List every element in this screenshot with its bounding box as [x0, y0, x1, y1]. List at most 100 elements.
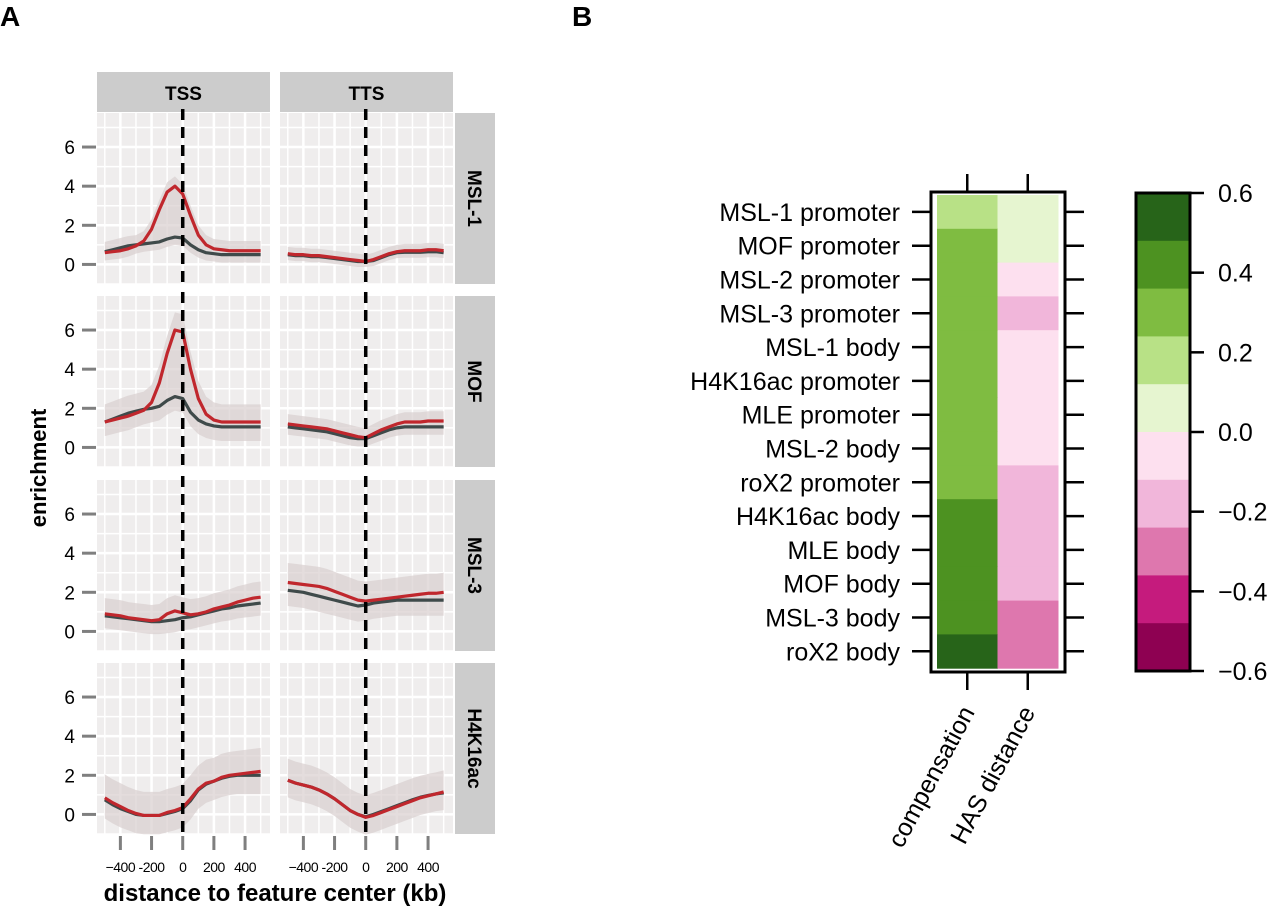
y-axis-title: enrichment	[26, 408, 51, 527]
facet-panel-msl-1-tts	[280, 109, 453, 288]
y-tick-label: 6	[64, 321, 75, 342]
facet-strip-tts	[280, 72, 453, 112]
heatmap-cell	[937, 431, 998, 466]
y-tick-label: 6	[64, 688, 75, 709]
colorbar-swatch	[1136, 336, 1190, 385]
facet-strip-mof	[455, 296, 495, 467]
row-label: MSL-2 body	[765, 436, 900, 464]
colorbar-swatch	[1136, 623, 1190, 672]
row-label: MOF body	[783, 571, 900, 599]
heatmap-cell	[997, 228, 1059, 264]
x-tick-label: 400	[234, 859, 257, 875]
x-tick-label: 0	[179, 859, 187, 875]
heatmap-cell	[997, 262, 1059, 297]
heatmap-cell	[997, 195, 1059, 230]
heatmap-cell	[997, 397, 1059, 433]
heatmap-cell	[937, 533, 998, 568]
heatmap-cell	[937, 465, 998, 500]
facet-panel-h4k16ac-tts	[280, 659, 453, 838]
row-label: MSL-2 promoter	[719, 267, 900, 295]
x-tick-label: 200	[203, 859, 226, 875]
facet-strip-msl-3	[455, 480, 495, 651]
colorbar-swatch	[1136, 527, 1190, 576]
heatmap-cell	[937, 364, 998, 399]
row-label: MSL-3 promoter	[719, 300, 900, 328]
y-tick-label: 2	[64, 216, 75, 237]
colorbar-tick-label: 0.0	[1218, 419, 1253, 447]
y-tick-label: 0	[64, 438, 75, 459]
y-tick-label: 4	[64, 727, 75, 748]
heatmap-cell	[997, 634, 1059, 669]
y-tick-label: 2	[64, 583, 75, 604]
heatmap-cell	[997, 330, 1059, 365]
y-tick-label: 2	[64, 399, 75, 420]
colorbar-swatch	[1136, 432, 1190, 481]
x-tick-label: −400	[106, 859, 136, 875]
x-axis-title: distance to feature center (kb)	[104, 880, 447, 907]
heatmap-cell	[937, 330, 998, 365]
y-tick-label: 6	[64, 138, 75, 159]
heatmap-cell	[937, 634, 998, 669]
row-label: MLE promoter	[742, 402, 900, 430]
heatmap-cell	[937, 600, 998, 635]
heatmap-cell	[997, 364, 1059, 399]
heatmap-cell	[937, 228, 998, 264]
heatmap-cell	[937, 262, 998, 297]
confidence-ribbon	[287, 758, 444, 835]
series-line-red	[287, 580, 444, 603]
x-tick-label: -200	[322, 859, 349, 875]
facet-strip-label: MSL-1	[463, 170, 484, 227]
facet-strip-msl-1	[455, 113, 495, 284]
facet-panel-msl-3-tss	[97, 476, 270, 655]
colorbar-tick-label: 0.4	[1218, 260, 1253, 288]
row-label: H4K16ac promoter	[690, 368, 900, 396]
facet-panel-h4k16ac-tss	[97, 659, 270, 838]
heatmap-cell	[997, 600, 1059, 635]
facet-strip-label: H4K16ac	[463, 708, 484, 789]
heatmap-cell	[937, 296, 998, 331]
series-line-red	[287, 778, 445, 819]
facet-strip-h4k16ac	[455, 663, 495, 834]
facet-panel-mof-tts	[280, 292, 453, 471]
x-tick-label: 400	[417, 859, 440, 875]
facet-panel-msl-1-tss	[97, 109, 270, 288]
row-label: MSL-3 body	[765, 605, 900, 633]
heatmap-cell	[997, 499, 1059, 534]
facet-panel-mof-tss	[97, 292, 270, 471]
heatmap-cell	[997, 296, 1059, 331]
series-line-gray	[104, 394, 261, 429]
heatmap-cell	[937, 499, 998, 534]
panel-a-faceted-line-chart: TSS TTSMSL-1MOFMSL-3H4K16ac02460246024602…	[26, 72, 495, 907]
x-tick-label: -200	[139, 859, 166, 875]
colorbar-swatch	[1136, 288, 1190, 337]
heatmap-cell	[997, 533, 1059, 568]
facet-strip-label: TSS	[165, 84, 202, 105]
row-label: MLE body	[787, 537, 900, 565]
facet-strip-label: TTS	[349, 84, 385, 105]
facet-strip-label: MSL-3	[463, 537, 484, 594]
heatmap-cell	[997, 566, 1059, 602]
y-tick-label: 2	[64, 766, 75, 787]
panel-label-a: A	[0, 1, 20, 32]
colorbar-swatch	[1136, 479, 1190, 529]
heatmap-cell	[997, 465, 1059, 500]
facet-strip-tss	[97, 72, 270, 112]
heatmap-cell	[937, 397, 998, 433]
row-label: roX2 body	[786, 638, 900, 666]
row-label: roX2 promoter	[740, 469, 900, 497]
y-tick-label: 4	[64, 360, 75, 381]
y-tick-label: 0	[64, 255, 75, 276]
facet-strip-label: MOF	[463, 360, 484, 402]
row-label: MOF promoter	[737, 233, 900, 261]
y-tick-label: 0	[64, 622, 75, 643]
row-label: H4K16ac body	[736, 503, 901, 531]
y-tick-label: 6	[64, 505, 75, 526]
facet-panel-msl-3-tts	[280, 476, 453, 655]
row-label: MSL-1 promoter	[719, 199, 900, 227]
x-tick-label: 0	[362, 859, 370, 875]
colorbar-tick-label: −0.6	[1218, 658, 1267, 686]
colorbar-swatch	[1136, 240, 1190, 290]
colorbar-swatch	[1136, 384, 1190, 433]
colorbar-swatch	[1136, 193, 1190, 242]
